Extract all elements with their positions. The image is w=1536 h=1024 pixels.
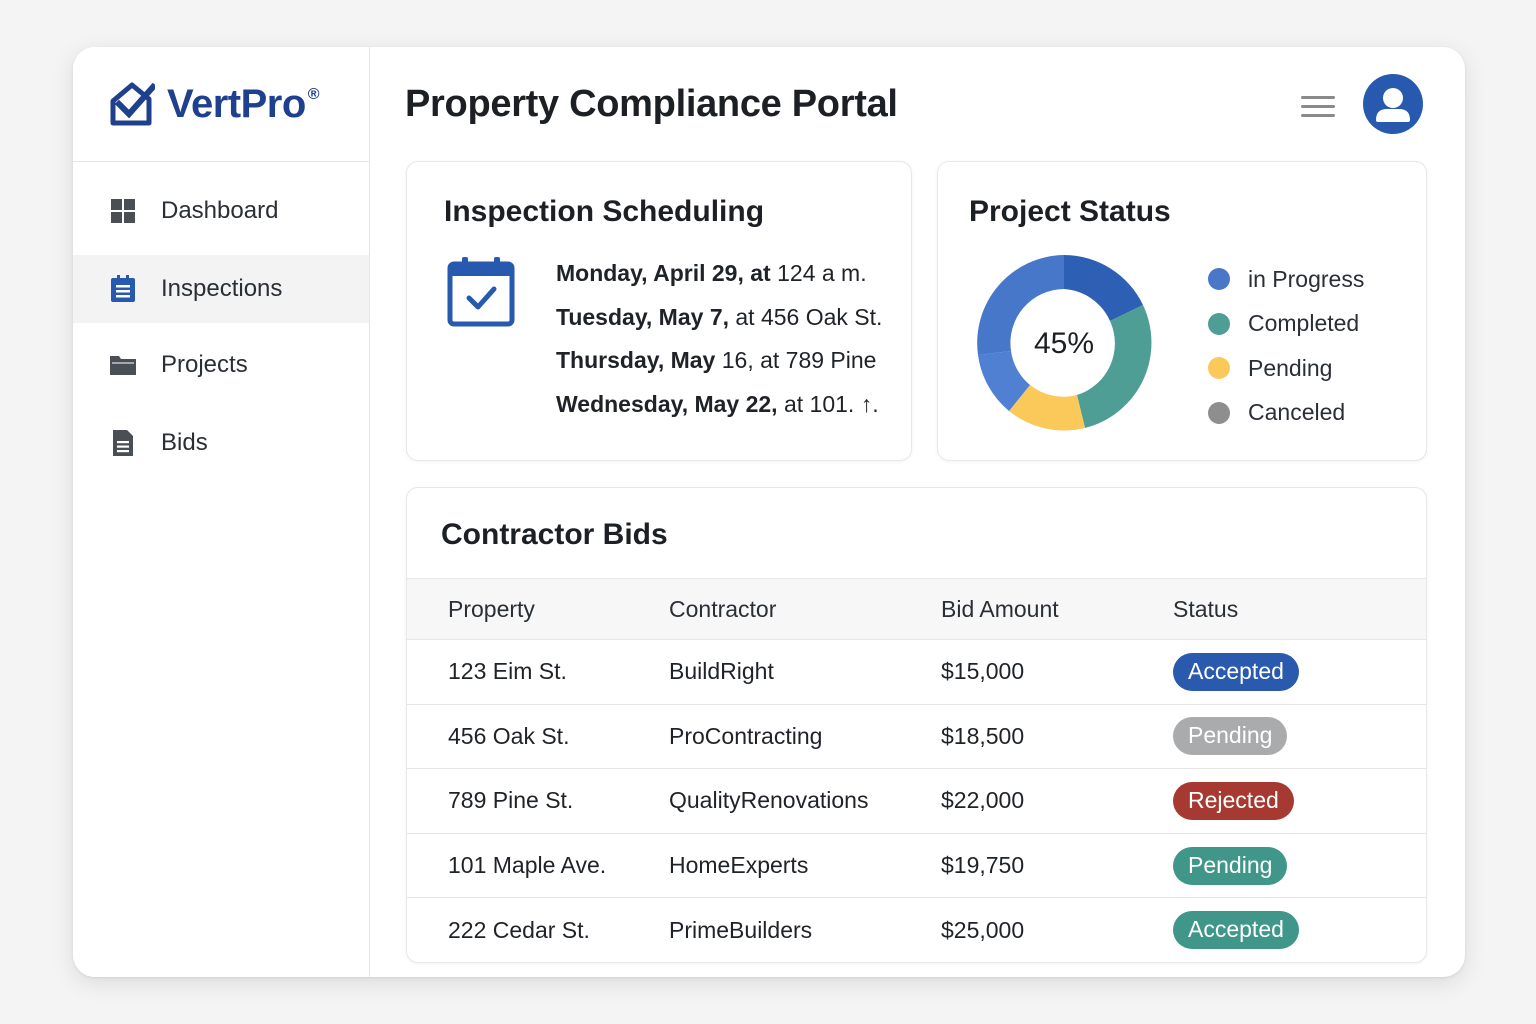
status-legend: in Progress Completed Pending Canceled: [1208, 257, 1364, 435]
sidebar-item-projects[interactable]: Projects: [73, 331, 369, 399]
vertpro-check-icon: [110, 82, 155, 126]
app-window: VertPro ® Dashboard Inspections Projects: [73, 47, 1465, 977]
cell-contractor: HomeExperts: [669, 852, 809, 879]
brand-logo[interactable]: VertPro ®: [73, 47, 369, 162]
cell-property: 789 Pine St.: [448, 787, 574, 814]
status-badge: Accepted: [1173, 652, 1299, 691]
cell-property: 456 Oak St.: [448, 722, 570, 749]
donut-center-label: 45%: [1034, 327, 1094, 360]
status-badge: Pending: [1173, 717, 1288, 756]
legend-dot: [1208, 312, 1230, 335]
status-badge: Rejected: [1173, 781, 1294, 820]
donut-segment-pending: [1009, 385, 1085, 431]
sidebar-item-label: Projects: [161, 351, 248, 378]
inspection-item[interactable]: Monday, April 29, at 124 a m.: [556, 260, 867, 286]
cell-status: Accepted: [1173, 898, 1426, 962]
table-row[interactable]: 123 Eim St. BuildRight $15,000 Accepted: [407, 640, 1426, 705]
table-row[interactable]: 789 Pine St. QualityRenovations $22,000 …: [407, 769, 1426, 834]
status-donut-chart: 45%: [977, 255, 1152, 431]
legend-dot: [1208, 401, 1230, 424]
cell-status: Rejected: [1173, 769, 1426, 834]
column-header-property[interactable]: Property: [448, 595, 535, 622]
legend-item-pending: Pending: [1208, 346, 1364, 391]
project-status-card: Project Status 45% in Progress Completed…: [937, 161, 1427, 461]
folder-icon: [109, 351, 137, 379]
donut-segment-in-progress-main: [977, 255, 1064, 355]
sidebar-item-label: Dashboard: [161, 197, 279, 224]
status-badge: Pending: [1173, 846, 1288, 885]
column-header-status[interactable]: Status: [1173, 595, 1239, 622]
sidebar-nav: Dashboard Inspections Projects Bids: [73, 177, 369, 477]
cell-contractor: BuildRight: [669, 658, 774, 685]
cell-property: 101 Maple Ave.: [448, 852, 607, 879]
donut-segment-in-progress: [1064, 255, 1143, 321]
cell-property: 222 Cedar St.: [448, 916, 590, 943]
document-icon: [109, 429, 137, 457]
card-title: Contractor Bids: [441, 518, 668, 551]
inspection-list: Monday, April 29, at 124 a m. Tuesday, M…: [556, 258, 882, 432]
cell-contractor: QualityRenovations: [669, 787, 869, 814]
sidebar-item-label: Bids: [161, 429, 208, 456]
donut-segment-in-progress-light: [978, 351, 1030, 411]
sidebar: VertPro ® Dashboard Inspections Projects: [73, 47, 370, 977]
legend-item-completed: Completed: [1208, 302, 1364, 347]
brand-registered-mark: ®: [307, 85, 320, 103]
calendar-check-icon: [447, 257, 515, 327]
inspection-item[interactable]: Thursday, May 16, at 789 Pine: [556, 347, 877, 373]
brand-name: VertPro ®: [167, 81, 320, 126]
cell-bid-amount: $15,000: [941, 658, 1025, 685]
card-title: Project Status: [969, 195, 1171, 228]
sidebar-item-inspections[interactable]: Inspections: [73, 255, 369, 323]
sidebar-item-dashboard[interactable]: Dashboard: [73, 177, 369, 245]
bids-table: Property Contractor Bid Amount Status 12…: [407, 578, 1426, 962]
table-header-row: Property Contractor Bid Amount Status: [407, 578, 1426, 640]
user-avatar-icon[interactable]: [1363, 74, 1423, 134]
cell-status: Accepted: [1173, 640, 1426, 705]
legend-dot: [1208, 268, 1230, 291]
cell-bid-amount: $25,000: [941, 916, 1025, 943]
cell-property: 123 Eim St.: [448, 658, 567, 685]
contractor-bids-card: Contractor Bids Property Contractor Bid …: [406, 487, 1427, 963]
inspection-item[interactable]: Tuesday, May 7, at 456 Oak St.: [556, 303, 883, 330]
clipboard-list-icon: [109, 275, 137, 303]
dashboard-grid-icon: [109, 197, 137, 225]
column-header-contractor[interactable]: Contractor: [669, 595, 777, 622]
card-title: Inspection Scheduling: [444, 195, 765, 228]
column-header-bid-amount[interactable]: Bid Amount: [941, 595, 1059, 622]
hamburger-menu-icon[interactable]: [1301, 91, 1335, 121]
cell-status: Pending: [1173, 833, 1426, 898]
legend-item-in-progress: in Progress: [1208, 257, 1364, 302]
cell-bid-amount: $18,500: [941, 722, 1025, 749]
cell-status: Pending: [1173, 704, 1426, 769]
cell-contractor: PrimeBuilders: [669, 916, 813, 943]
table-row[interactable]: 456 Oak St. ProContracting $18,500 Pendi…: [407, 704, 1426, 769]
cell-bid-amount: $19,750: [941, 852, 1025, 879]
page-title: Property Compliance Portal: [405, 83, 898, 125]
status-badge: Accepted: [1173, 911, 1299, 950]
sidebar-item-bids[interactable]: Bids: [73, 409, 369, 477]
cell-contractor: ProContracting: [669, 722, 823, 749]
legend-item-canceled: Canceled: [1208, 391, 1364, 436]
inspection-scheduling-card: Inspection Scheduling Monday, April 29, …: [406, 161, 912, 461]
inspection-item[interactable]: Wednesday, May 22, at 101. ↑.: [556, 390, 879, 417]
table-row[interactable]: 222 Cedar St. PrimeBuilders $25,000 Acce…: [407, 898, 1426, 962]
donut-segment-completed: [1077, 305, 1152, 428]
sidebar-item-label: Inspections: [161, 275, 283, 302]
table-row[interactable]: 101 Maple Ave. HomeExperts $19,750 Pendi…: [407, 833, 1426, 898]
legend-dot: [1208, 357, 1230, 380]
cell-bid-amount: $22,000: [941, 787, 1025, 814]
